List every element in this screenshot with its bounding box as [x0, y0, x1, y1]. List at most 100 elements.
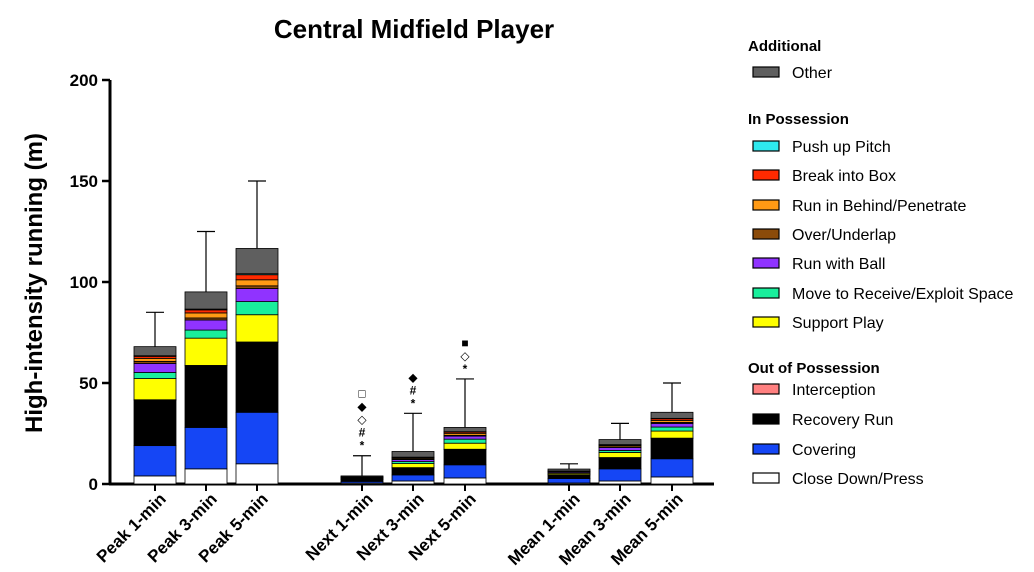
- bar-segment-support-play: [184, 337, 228, 366]
- y-tick-label: 50: [79, 374, 98, 393]
- bar-segment-run-in-behind-penetrate: [133, 357, 177, 362]
- significance-marker: ■: [461, 336, 468, 350]
- bar-segment-close-down-press: [443, 477, 487, 485]
- bar-segment-support-play: [443, 442, 487, 450]
- bar-segment-close-down-press: [391, 480, 435, 485]
- bar-segment-other: [235, 248, 279, 275]
- bar-segment-support-play: [598, 452, 642, 458]
- bar-segment-support-play: [133, 378, 177, 401]
- bar-segment-run-in-behind-penetrate: [235, 279, 279, 287]
- bar-segment-move-to-receive-exploit-space: [235, 301, 279, 316]
- bar-segment-run-in-behind-penetrate: [184, 312, 228, 319]
- bar-segment-other: [598, 439, 642, 446]
- bar-segment-other: [650, 411, 694, 419]
- legend-swatch-run-with-ball: [752, 257, 780, 269]
- significance-marker: ◇: [357, 413, 367, 427]
- significance-marker: #: [410, 383, 417, 397]
- legend-swatch-close-down-press: [752, 472, 780, 484]
- significance-marker: □: [358, 387, 365, 401]
- legend-label-close-down-press: Close Down/Press: [792, 471, 924, 488]
- bar-segment-covering: [235, 411, 279, 465]
- bar-segment-recovery-run: [443, 449, 487, 466]
- bar-segment-other: [184, 291, 228, 310]
- bar-segment-covering: [184, 427, 228, 470]
- bar-segment-recovery-run: [235, 342, 279, 413]
- bar-segment-recovery-run: [650, 438, 694, 460]
- legend-swatch-other: [752, 66, 780, 78]
- legend-swatch-recovery-run: [752, 413, 780, 425]
- significance-marker: #: [359, 426, 366, 440]
- legend-swatch-break-into-box: [752, 169, 780, 181]
- legend-label-support-play: Support Play: [792, 315, 884, 332]
- legend-swatch-support-play: [752, 316, 780, 328]
- legend-swatch-move-to-receive-exploit-space: [752, 287, 780, 299]
- y-axis-label: High-intensity running (m): [21, 133, 48, 433]
- y-tick-label: 150: [70, 172, 98, 191]
- legend-label-move-to-receive-exploit-space: Move to Receive/Exploit Space: [792, 286, 1014, 303]
- legend-swatch-covering: [752, 443, 780, 455]
- legend: Additional Other In Possession Push up Pitc…: [748, 38, 1014, 488]
- bar-segment-close-down-press: [235, 463, 279, 485]
- bar-segment-run-with-ball: [133, 363, 177, 373]
- bar-segment-recovery-run: [133, 399, 177, 447]
- bar-segment-run-with-ball: [650, 422, 694, 428]
- significance-marker: *: [360, 439, 365, 453]
- significance-marker: ◆: [357, 400, 367, 414]
- legend-label-other: Other: [792, 65, 833, 82]
- significance-marker: *: [463, 362, 468, 376]
- bar-segment-break-into-box: [235, 274, 279, 281]
- bar-segment-recovery-run: [598, 457, 642, 470]
- bar-segment-covering: [598, 468, 642, 482]
- legend-swatch-over-underlap: [752, 228, 780, 240]
- bar-segment-other: [133, 346, 177, 357]
- bar-segment-close-down-press: [184, 468, 228, 485]
- legend-label-recovery-run: Recovery Run: [792, 412, 893, 429]
- legend-swatch-push-up-pitch: [752, 140, 780, 152]
- bar-segment-covering: [443, 464, 487, 479]
- bar-segment-other: [340, 475, 384, 478]
- bar-segment-covering: [547, 478, 591, 484]
- bar-segment-move-to-receive-exploit-space: [443, 438, 487, 444]
- bar-segment-recovery-run: [391, 467, 435, 476]
- legend-label-over-underlap: Over/Underlap: [792, 227, 896, 244]
- significance-marker: ◆: [408, 370, 418, 384]
- legend-label-interception: Interception: [792, 382, 876, 399]
- bar-segment-close-down-press: [598, 480, 642, 485]
- legend-label-run-with-ball: Run with Ball: [792, 256, 885, 273]
- bar-segment-other: [443, 427, 487, 433]
- y-tick-label: 0: [89, 475, 98, 494]
- bar-segment-support-play: [391, 463, 435, 469]
- legend-group-title: Out of Possession: [748, 360, 880, 377]
- legend-group-title: In Possession: [748, 111, 849, 128]
- chart-title: Central Midfield Player: [274, 14, 554, 44]
- y-tick-label: 100: [70, 273, 98, 292]
- bar-segment-run-with-ball: [184, 319, 228, 331]
- y-tick-label: 200: [70, 71, 98, 90]
- bar-segment-run-with-ball: [598, 447, 642, 451]
- bar-segment-break-into-box: [184, 309, 228, 314]
- legend-label-covering: Covering: [792, 442, 856, 459]
- legend-label-run-in-behind-penetrate: Run in Behind/Penetrate: [792, 198, 966, 215]
- bar-segment-covering: [133, 445, 177, 477]
- bar-segment-close-down-press: [133, 475, 177, 485]
- significance-marker: *: [411, 396, 416, 410]
- legend-group-title: Additional: [748, 38, 821, 55]
- bar-segment-recovery-run: [184, 365, 228, 428]
- bar-segment-other: [391, 451, 435, 458]
- bar-segment-move-to-receive-exploit-space: [650, 426, 694, 432]
- bar-segment-other: [547, 468, 591, 472]
- bar-segment-close-down-press: [650, 476, 694, 485]
- legend-label-push-up-pitch: Push up Pitch: [792, 139, 891, 156]
- bar-segment-run-with-ball: [443, 435, 487, 440]
- bar-segment-recovery-run: [547, 474, 591, 479]
- bar-segment-move-to-receive-exploit-space: [133, 372, 177, 379]
- bar-segment-support-play: [235, 314, 279, 343]
- legend-swatch-run-in-behind-penetrate: [752, 199, 780, 211]
- significance-marker: ◇: [460, 349, 470, 363]
- bar-segment-covering: [650, 458, 694, 478]
- bar-segment-support-play: [650, 430, 694, 439]
- bar-segment-covering: [391, 474, 435, 482]
- legend-label-break-into-box: Break into Box: [792, 168, 896, 185]
